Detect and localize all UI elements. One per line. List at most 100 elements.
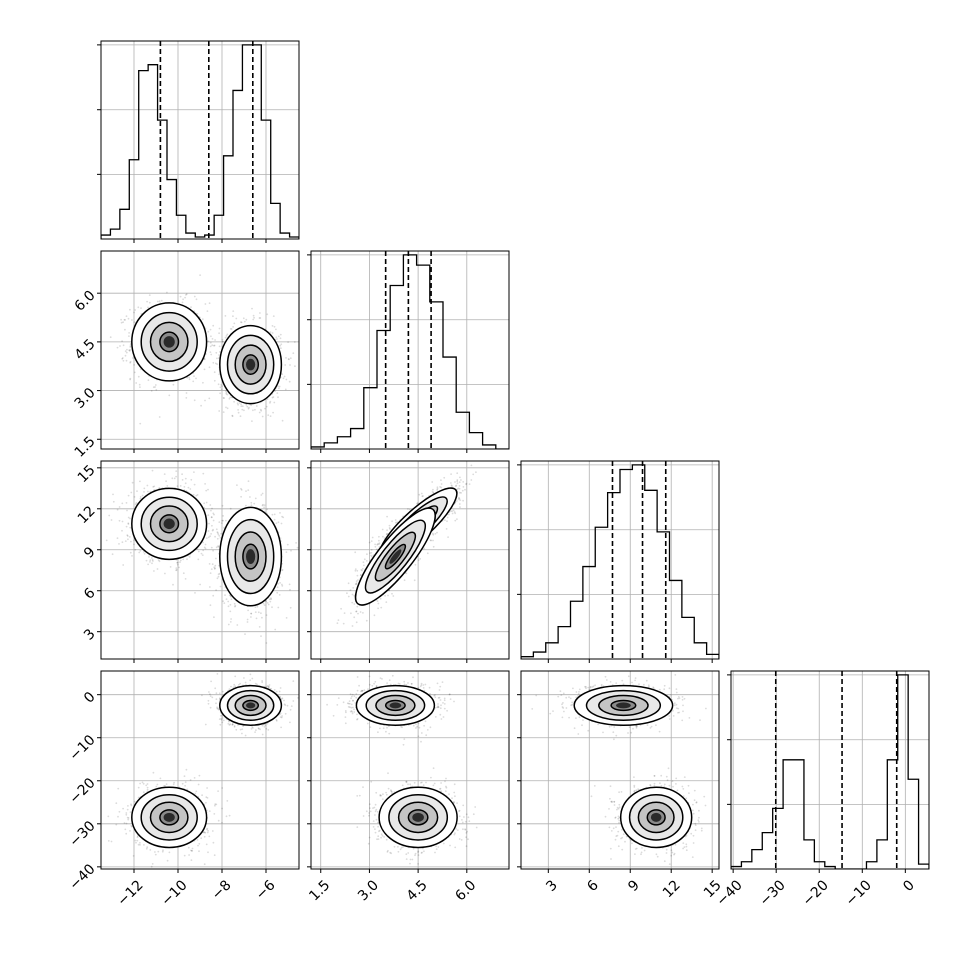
scatter-point (197, 558, 200, 561)
scatter-point (218, 345, 221, 348)
y-tick-label: 15 (75, 462, 99, 486)
scatter-point (210, 568, 213, 570)
scatter-point (204, 399, 206, 402)
scatter-point (261, 415, 264, 418)
scatter-point (285, 357, 287, 359)
scatter-point (137, 375, 140, 378)
scatter-point (281, 419, 284, 422)
scatter-point (253, 316, 256, 319)
scatter-point (125, 502, 128, 504)
scatter-point (182, 572, 185, 575)
scatter-point (247, 489, 250, 491)
scatter-point (208, 522, 210, 525)
scatter-point (176, 563, 179, 566)
scatter-point (185, 392, 188, 394)
scatter-point (239, 415, 242, 418)
scatter-point (139, 422, 142, 425)
scatter-point (218, 535, 221, 537)
scatter-point (454, 481, 456, 483)
scatter-point (122, 359, 125, 362)
scatter-point (121, 357, 124, 360)
scatter-point (240, 495, 243, 498)
scatter-point (269, 331, 272, 333)
scatter-point (248, 406, 250, 409)
scatter-point (129, 526, 132, 529)
scatter-point (250, 501, 253, 504)
scatter-point (235, 317, 238, 320)
scatter-point (222, 600, 225, 603)
scatter-point (217, 357, 220, 359)
scatter-point (262, 503, 264, 506)
scatter-point (202, 549, 205, 552)
scatter-point (271, 332, 274, 334)
scatter-point (121, 541, 124, 544)
density-core (163, 518, 175, 530)
scatter-point (281, 373, 284, 376)
scatter-point (127, 516, 130, 519)
scatter-point (212, 361, 215, 364)
scatter-point (281, 569, 283, 572)
scatter-point (229, 328, 232, 330)
scatter-point (129, 349, 132, 351)
scatter-point (129, 378, 132, 381)
scatter-point (279, 582, 281, 584)
scatter-point (116, 508, 119, 511)
scatter-point (227, 605, 230, 608)
scatter-point (149, 561, 151, 563)
scatter-point (182, 558, 185, 561)
scatter-point (134, 309, 137, 311)
scatter-point (269, 415, 272, 417)
scatter-point (213, 379, 216, 382)
scatter-point (111, 553, 114, 556)
scatter-point (166, 291, 168, 294)
scatter-point (278, 594, 281, 596)
scatter-point (128, 536, 131, 538)
scatter-point (202, 541, 204, 544)
scatter-point (211, 338, 214, 340)
scatter-point (465, 483, 467, 486)
scatter-point (295, 542, 297, 544)
y-tick-label: 6.0 (72, 288, 99, 315)
scatter-point (240, 321, 242, 323)
scatter-point (212, 512, 215, 515)
scatter-point (279, 344, 282, 347)
scatter-point (131, 319, 133, 321)
scatter-point (454, 519, 457, 522)
scatter-point (250, 504, 253, 507)
scatter-point (203, 546, 206, 549)
scatter-point (172, 383, 175, 386)
scatter-point (133, 321, 136, 323)
scatter-point (232, 326, 235, 328)
scatter-point (208, 586, 211, 588)
scatter-point (207, 488, 209, 491)
scatter-point (247, 609, 250, 612)
scatter-point (231, 414, 234, 417)
scatter-point (277, 335, 280, 338)
scatter-point (276, 392, 279, 394)
scatter-point (359, 574, 362, 576)
scatter-point (254, 497, 257, 500)
scatter-point (185, 294, 187, 296)
scatter-point (230, 328, 233, 330)
scatter-point (175, 569, 178, 572)
scatter-point (120, 318, 122, 321)
scatter-point (240, 405, 243, 408)
scatter-point (120, 321, 123, 324)
scatter-point (147, 490, 149, 493)
scatter-point (356, 569, 359, 572)
scatter-point (193, 471, 195, 473)
scatter-point (258, 317, 261, 319)
scatter-point (225, 390, 227, 393)
scatter-point (237, 411, 240, 414)
scatter-point (236, 624, 239, 626)
scatter-point (187, 486, 190, 489)
scatter-point (378, 542, 381, 545)
scatter-point (296, 546, 299, 549)
scatter-point (212, 549, 215, 552)
scatter-point (281, 585, 284, 587)
scatter-point (199, 583, 202, 586)
scatter-point (240, 403, 243, 406)
scatter-point (268, 598, 271, 601)
scatter-point (286, 543, 289, 546)
scatter-point (125, 351, 128, 354)
